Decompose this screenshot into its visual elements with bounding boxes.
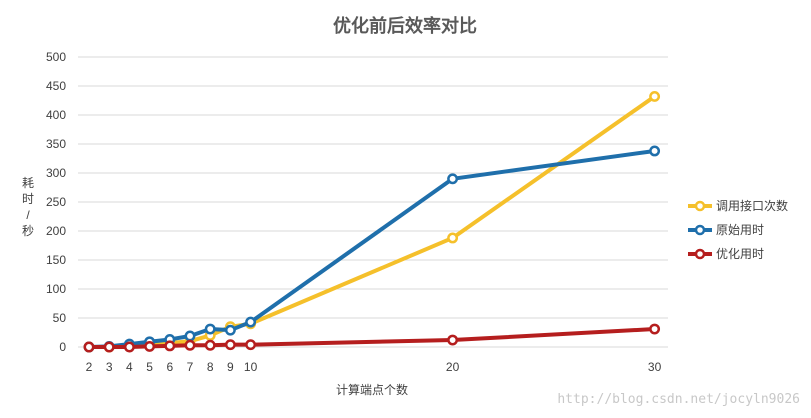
x-tick-label: 8 xyxy=(207,360,214,374)
data-point xyxy=(447,334,459,346)
legend-marker-1 xyxy=(694,224,706,236)
x-tick-label: 20 xyxy=(446,360,460,374)
data-point xyxy=(164,340,176,352)
data-point xyxy=(447,173,459,185)
y-tick-label: 300 xyxy=(46,166,66,180)
y-axis-label-char: 耗 xyxy=(22,176,34,190)
y-tick-label: 150 xyxy=(46,253,66,267)
data-point xyxy=(83,341,95,353)
legend-label-1: 原始用时 xyxy=(716,223,764,237)
data-point xyxy=(224,339,236,351)
y-axis-label-char: 时 xyxy=(22,192,34,206)
data-point xyxy=(204,339,216,351)
chart-title: 优化前后效率对比 xyxy=(333,15,477,36)
data-point xyxy=(204,323,216,335)
x-tick-label: 10 xyxy=(244,360,258,374)
y-tick-label: 400 xyxy=(46,108,66,122)
y-axis-ticks: 0 50 100 150 200 250 300 350 400 450 500 xyxy=(46,50,66,354)
y-tick-label: 0 xyxy=(59,340,66,354)
data-point xyxy=(123,341,135,353)
data-point xyxy=(245,339,257,351)
legend-marker-0 xyxy=(694,200,706,212)
watermark: http://blog.csdn.net/jocyln9026 xyxy=(557,392,800,407)
data-point xyxy=(649,145,661,157)
x-tick-label: 4 xyxy=(126,360,133,374)
legend-label-0: 调用接口次数 xyxy=(716,198,788,213)
y-tick-label: 50 xyxy=(53,311,67,325)
data-point xyxy=(103,341,115,353)
x-tick-label: 3 xyxy=(106,360,113,374)
data-point xyxy=(224,324,236,336)
y-tick-label: 500 xyxy=(46,50,66,64)
y-tick-label: 450 xyxy=(46,79,66,93)
y-tick-label: 250 xyxy=(46,195,66,209)
data-point xyxy=(649,90,661,102)
x-axis-ticks: 2 3 4 5 6 7 8 9 10 20 30 xyxy=(86,360,662,374)
y-tick-label: 100 xyxy=(46,282,66,296)
gridlines xyxy=(78,56,668,348)
data-point xyxy=(649,323,661,335)
x-tick-label: 6 xyxy=(166,360,173,374)
legend-label-2: 优化用时 xyxy=(716,247,764,261)
legend-marker-2 xyxy=(694,248,706,260)
series-group xyxy=(83,90,661,353)
x-tick-label: 2 xyxy=(86,360,93,374)
series-line-0 xyxy=(87,94,657,349)
y-axis-label-char: / xyxy=(26,208,30,222)
data-point xyxy=(184,339,196,351)
x-tick-label: 9 xyxy=(227,360,234,374)
data-point xyxy=(184,330,196,342)
x-axis-label: 计算端点个数 xyxy=(336,382,408,397)
y-axis-label-char: 秒 xyxy=(22,224,34,238)
data-point xyxy=(144,340,156,352)
data-point xyxy=(245,316,257,328)
x-tick-label: 30 xyxy=(648,360,662,374)
x-tick-label: 7 xyxy=(187,360,194,374)
y-tick-label: 350 xyxy=(46,137,66,151)
y-tick-label: 200 xyxy=(46,224,66,238)
data-point xyxy=(447,232,459,244)
x-tick-label: 5 xyxy=(146,360,153,374)
y-axis-label: 耗时 / 秒 xyxy=(22,176,34,238)
